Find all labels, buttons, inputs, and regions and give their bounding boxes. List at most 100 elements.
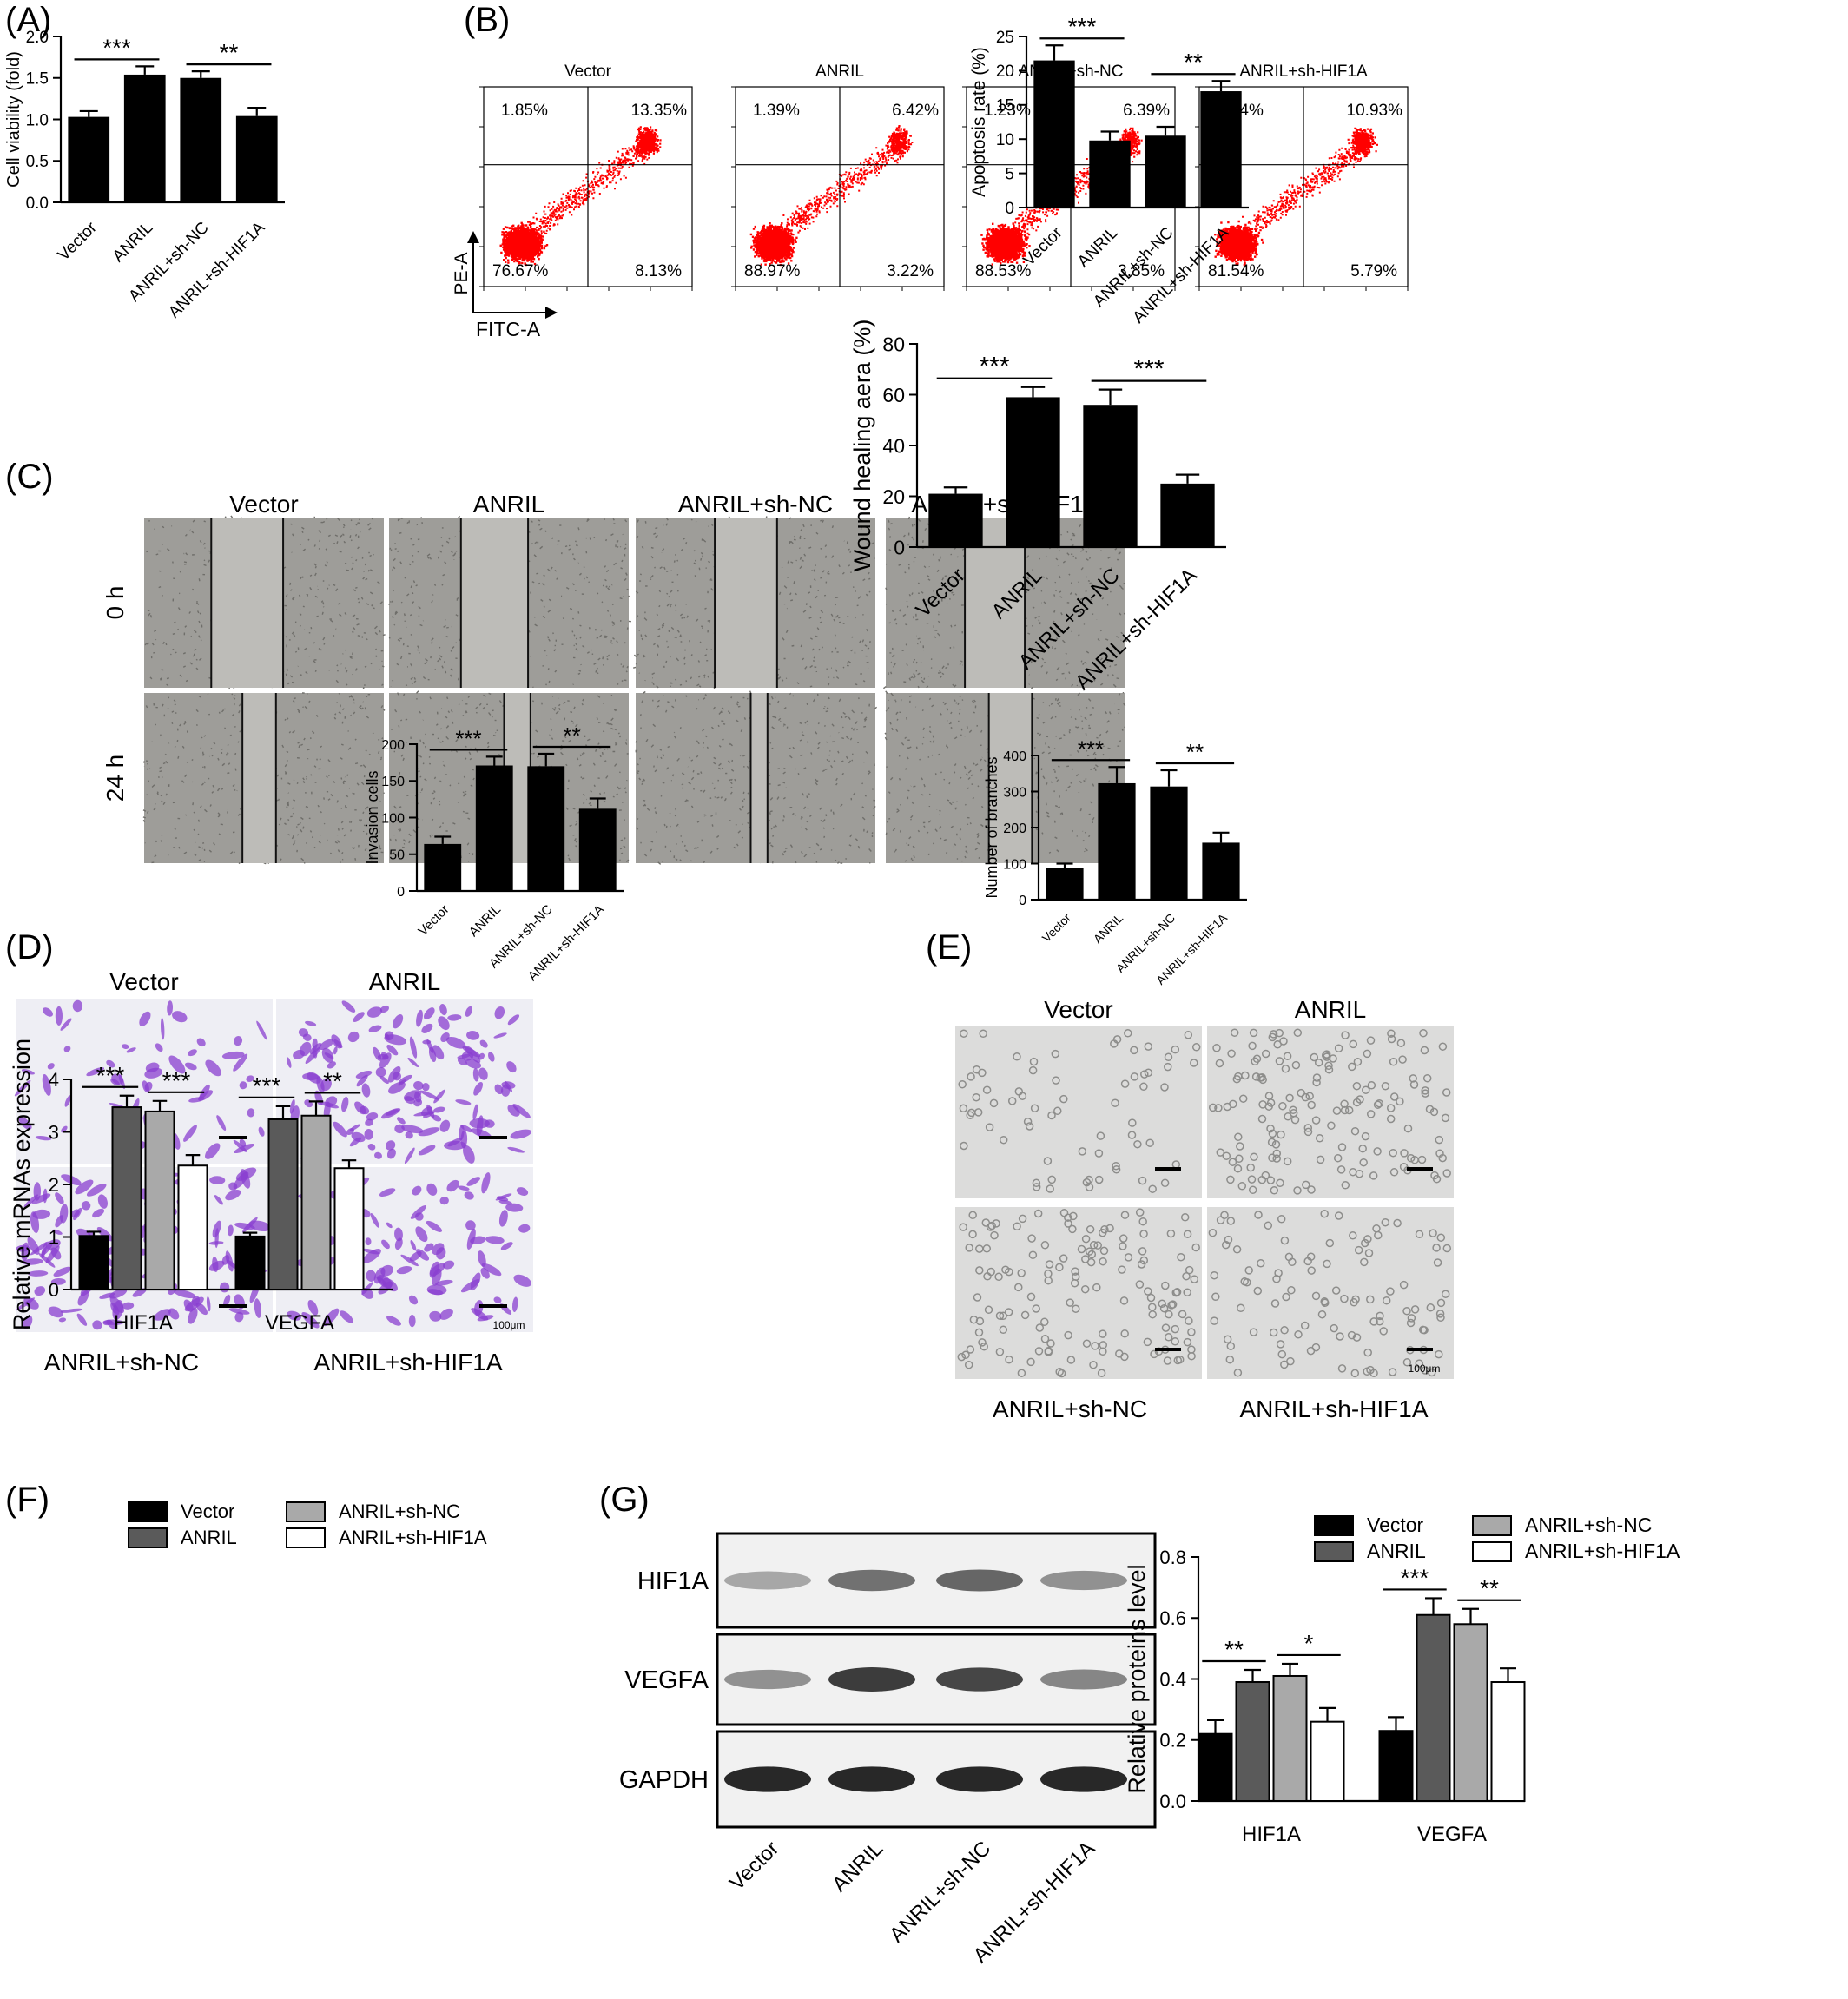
flow-axis-legend: PE-A FITC-A [452,231,558,340]
y-axis-label: Cell viability (fold) [4,51,23,188]
stained-cell [373,1151,383,1159]
flow-ylabel: PE-A [452,252,472,294]
cell-clusters [1208,1209,1452,1378]
stained-cell [86,1183,107,1197]
stained-cell [347,1031,360,1043]
significance-label: *** [253,1072,281,1099]
y-tick-label: 0 [1005,200,1014,218]
stained-cell [432,1114,442,1122]
stained-cell [426,1183,438,1196]
legend-swatch [1314,1541,1354,1562]
blot-lane-label: ANRIL [828,1837,888,1897]
stained-cell [500,1242,513,1250]
stained-cell [419,1090,439,1100]
stained-cell [53,1266,72,1277]
y-tick-label: 15 [996,97,1014,115]
stained-cell [439,1004,447,1016]
stained-cell [513,1274,531,1287]
bar-anril-sh-nc [1145,135,1186,208]
stained-cell [398,1074,412,1084]
stained-cell [518,1224,531,1233]
flow-xlabel: FITC-A [476,318,541,340]
chart-f: 0 1 2 3 4 Relative mRNAs expression HIF1A VEGFA… [9,1039,393,1335]
blot-row-label: VEGFA [624,1666,709,1694]
stained-cell [55,1006,63,1026]
stained-cell [233,1053,248,1072]
stained-cell [394,1237,403,1250]
stained-cell [470,1236,486,1244]
y-tick-label: 100 [1003,857,1026,872]
stained-cell [225,1190,241,1201]
stained-cell [474,1300,484,1316]
significance-label: ** [1480,1575,1499,1602]
legend-swatch [286,1527,326,1548]
legend-swatch [286,1501,326,1522]
stained-cell [485,1236,505,1244]
stained-cell [28,1270,49,1277]
significance-label: *** [1133,355,1164,384]
stained-cell [209,1176,226,1184]
stained-cell [377,1053,389,1060]
cell-clusters [1208,1028,1451,1195]
stained-cell [366,1006,383,1018]
stained-cell [387,1065,401,1083]
blot-band [724,1766,811,1792]
stained-cell [466,1177,481,1186]
transwell-title: ANRIL+sh-HIF1A [314,1349,502,1376]
significance-label: ** [563,722,580,749]
stained-cell [386,1140,396,1151]
y-tick-label: 0 [397,885,405,900]
cell-clusters [957,1208,1200,1378]
y-tick-label: 1 [49,1226,59,1248]
stained-cell [356,1074,368,1087]
stained-cell [96,1226,114,1242]
quadrant-q4: 3.85% [1118,262,1165,280]
stained-cell [59,1204,69,1224]
y-tick-label: 100 [381,811,405,826]
stained-cell [351,1131,366,1143]
stained-cell [414,1212,424,1221]
stained-cell [397,1117,406,1125]
stained-cell [386,1222,393,1229]
tube-title: ANRIL+sh-HIF1A [1239,1395,1428,1422]
stained-cell [58,1317,67,1323]
x-category-label: HIF1A [114,1311,173,1335]
stained-cell [353,1012,365,1022]
panel-letter-f: (F) [5,1481,50,1519]
matrigel [955,1026,1202,1198]
y-tick-label: 5 [1005,165,1014,183]
wound-image [633,516,875,689]
transwell-image [276,999,533,1164]
tube-title: Vector [1044,996,1112,1023]
blot-lane-label: Vector [725,1837,783,1895]
stained-cell [415,1226,428,1243]
y-tick-label: 200 [381,738,405,753]
quadrant-q2: 6.39% [1123,102,1170,120]
y-tick-label: 10 [996,131,1014,149]
stained-cell [254,1298,262,1318]
bar-vector [1198,1732,1233,1802]
quadrant-q2: 13.35% [631,102,688,120]
stained-cell [183,1299,194,1312]
stained-cell [469,1118,490,1129]
stained-cell [50,1277,66,1285]
stained-cell [413,1098,423,1107]
stained-cell [75,1179,94,1195]
wound-gap [715,518,777,688]
stained-cell [109,1289,128,1299]
stained-cell [168,1308,180,1320]
bar-vector [78,1235,109,1291]
stained-cell [52,1229,63,1235]
y-tick-label: 0.4 [1159,1668,1186,1690]
stained-cell [439,1196,449,1205]
stained-cell [354,1101,366,1115]
wound-gap [211,518,284,688]
stained-cell [183,1125,197,1142]
stained-cell [413,1111,436,1117]
bar-anril [1098,782,1136,900]
bar-anril-sh-nc [527,766,565,891]
stained-cell [307,1299,319,1316]
x-tick-label: Vector [1040,911,1074,946]
